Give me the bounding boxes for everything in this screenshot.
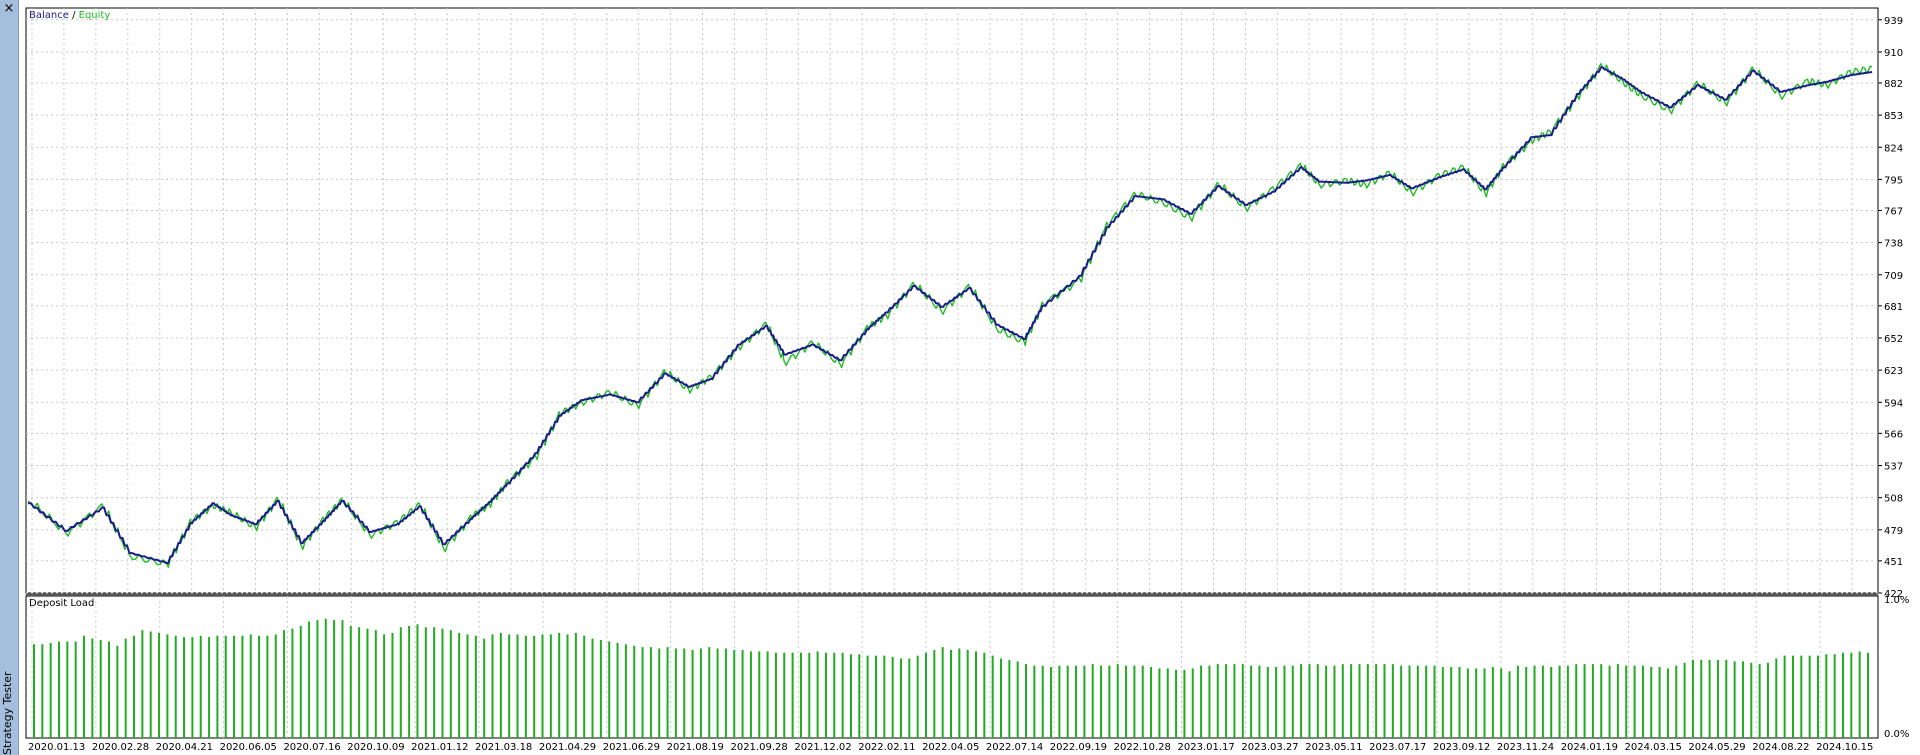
x-tick-label: 2020.01.13 bbox=[28, 742, 85, 753]
y-tick-label: 939 bbox=[1884, 16, 1903, 27]
y-tick-label: 623 bbox=[1884, 366, 1903, 377]
x-tick-label: 2023.11.24 bbox=[1497, 742, 1554, 753]
x-tick-label: 2021.04.29 bbox=[539, 742, 596, 753]
y-tick-label: 824 bbox=[1884, 143, 1903, 154]
x-tick-label: 2021.06.29 bbox=[603, 742, 660, 753]
chart-frames bbox=[25, 7, 1879, 739]
x-tick-label: 2022.09.19 bbox=[1050, 742, 1107, 753]
x-tick-label: 2024.10.15 bbox=[1816, 742, 1873, 753]
x-tick-label: 2021.01.12 bbox=[411, 742, 468, 753]
x-tick-label: 2020.07.16 bbox=[283, 742, 340, 753]
x-tick-label: 2020.06.05 bbox=[220, 742, 277, 753]
x-tick-label: 2023.03.27 bbox=[1241, 742, 1298, 753]
deposit-load-title: Deposit Load bbox=[29, 598, 94, 609]
strategy-tester-side-panel: × Strategy Tester bbox=[0, 0, 19, 755]
y-tick-label: 795 bbox=[1884, 175, 1903, 186]
legend-equity: Equity bbox=[79, 10, 111, 21]
y-tick-label: 422 bbox=[1884, 589, 1903, 600]
y-tick-label: 566 bbox=[1884, 429, 1903, 440]
close-icon[interactable]: × bbox=[3, 1, 15, 16]
x-tick-label: 2021.12.02 bbox=[794, 742, 851, 753]
y-tick-label: 738 bbox=[1884, 239, 1903, 250]
chart-legend: Balance / Equity bbox=[29, 10, 110, 21]
y-tick-label: 537 bbox=[1884, 461, 1903, 472]
x-tick-label: 2023.09.12 bbox=[1433, 742, 1490, 753]
x-tick-label: 2024.08.22 bbox=[1752, 742, 1809, 753]
x-tick-label: 2024.03.15 bbox=[1625, 742, 1682, 753]
x-tick-label: 2020.02.28 bbox=[92, 742, 149, 753]
y-tick-label: 767 bbox=[1884, 206, 1903, 217]
x-tick-label: 2022.10.28 bbox=[1114, 742, 1171, 753]
x-tick-label: 2020.04.21 bbox=[156, 742, 213, 753]
axis-ticks: 2020.01.13 2020.02.28 2020.04.21 2020.06.05… bbox=[28, 16, 1909, 753]
x-tick-label: 2021.03.18 bbox=[475, 742, 532, 753]
x-tick-label: 2022.07.14 bbox=[986, 742, 1043, 753]
x-tick-label: 2020.10.09 bbox=[347, 742, 404, 753]
x-tick-label: 2023.05.11 bbox=[1305, 742, 1362, 753]
y-tick-label: 479 bbox=[1884, 526, 1903, 537]
x-tick-label: 2021.09.28 bbox=[730, 742, 787, 753]
x-tick-label: 2021.08.19 bbox=[667, 742, 724, 753]
balance-line bbox=[28, 66, 1873, 565]
legend-balance: Balance bbox=[29, 10, 69, 21]
x-tick-label: 2022.04.05 bbox=[922, 742, 979, 753]
deposit-load-y-label: 0.0% bbox=[1884, 729, 1909, 740]
x-tick-label: 2023.07.17 bbox=[1369, 742, 1426, 753]
deposit-load-y-label: 1.0% bbox=[1884, 595, 1909, 606]
y-tick-label: 853 bbox=[1884, 111, 1903, 122]
balance-equity-lines bbox=[27, 63, 1873, 568]
x-tick-label: 2024.01.19 bbox=[1561, 742, 1618, 753]
y-tick-label: 652 bbox=[1884, 334, 1903, 345]
y-tick-label: 882 bbox=[1884, 79, 1903, 90]
x-tick-label: 2024.05.29 bbox=[1688, 742, 1745, 753]
x-tick-label: 2022.02.11 bbox=[858, 742, 915, 753]
y-tick-label: 709 bbox=[1884, 271, 1903, 282]
x-tick-label: 2023.01.17 bbox=[1178, 742, 1235, 753]
y-tick-label: 681 bbox=[1884, 302, 1903, 313]
y-tick-label: 594 bbox=[1884, 398, 1903, 409]
legend-separator: / bbox=[69, 10, 79, 21]
y-tick-label: 508 bbox=[1884, 494, 1903, 505]
deposit-load-bars bbox=[33, 618, 1869, 738]
y-tick-label: 451 bbox=[1884, 557, 1903, 568]
y-tick-label: 910 bbox=[1884, 48, 1903, 59]
